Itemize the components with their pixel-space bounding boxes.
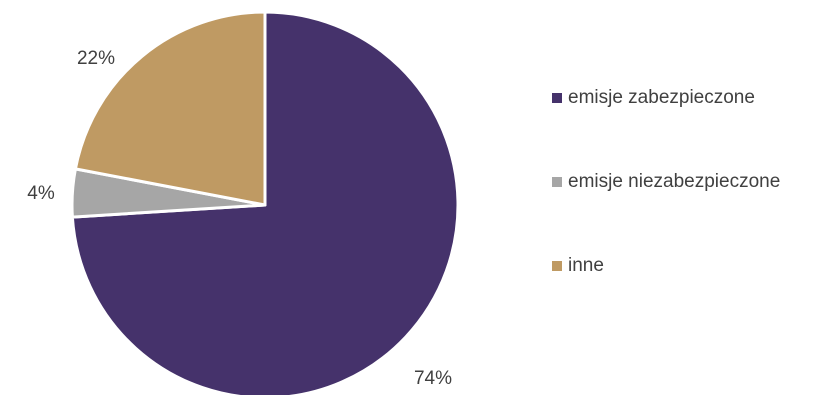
legend-label-2: emisje niezabezpieczone [568,171,781,192]
pie-data-labels: 74% 4% 22% [27,48,452,389]
pie-slices [70,10,460,395]
data-label-2: 4% [27,183,55,204]
legend: emisje zabezpieczone emisje niezabezpiecz… [552,0,838,395]
legend-item-3: inne [552,255,604,277]
legend-item-1: emisje zabezpieczone [552,87,755,109]
legend-label-3: inne [568,255,604,276]
legend-item-2: emisje niezabezpieczone [552,171,780,193]
pie-slice-3 [73,10,267,207]
legend-swatch-1 [552,93,562,103]
legend-swatch-3 [552,261,562,271]
legend-label-1: emisje zabezpieczone [568,87,755,108]
data-label-1: 74% [414,368,452,389]
legend-swatch-2 [552,177,562,187]
data-label-3: 22% [77,48,115,69]
